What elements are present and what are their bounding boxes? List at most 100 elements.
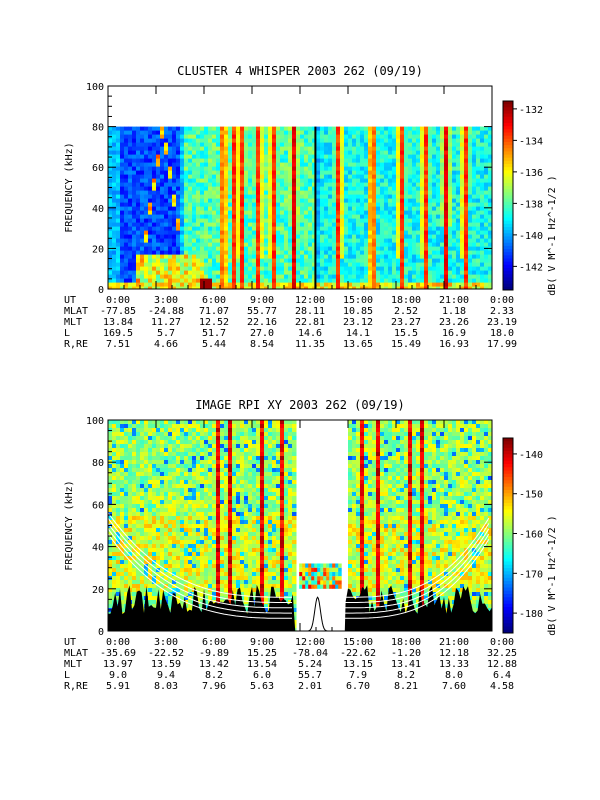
ephemeris-value: 23.26: [439, 317, 469, 328]
ephemeris-value: 18:00: [391, 637, 421, 648]
ephemeris-value: 8.2: [397, 670, 415, 681]
ephemeris-value: 13.42: [199, 659, 229, 670]
colorbar-tick-label: -142: [519, 262, 543, 273]
ephemeris-table: UT 0:00 3:00 6:00 9:00 12:00 15:00 18:00 21:00 0:…: [64, 295, 517, 350]
ephemeris-value: 12:00: [295, 295, 325, 306]
fieldline-right: [344, 533, 490, 614]
ephemeris-value: 0:00: [106, 295, 130, 306]
ephemeris-value: 3:00: [154, 295, 178, 306]
ephemeris-value: 15:00: [343, 637, 373, 648]
ephemeris-value: 8.21: [394, 681, 418, 692]
y-tick-label: 0: [98, 285, 104, 296]
colorbar-tick-label: -160: [519, 530, 543, 541]
ephemeris-value: 13.54: [247, 659, 277, 670]
colorbar-frame: [502, 437, 514, 634]
colorbar-tick-label: -140: [519, 231, 543, 242]
ephemeris-value: 12.52: [199, 317, 229, 328]
ephemeris-row-label: MLT: [64, 659, 82, 670]
colorbar-tick-label: -150: [519, 490, 543, 501]
ephemeris-value: -78.04: [292, 648, 328, 659]
ephemeris-value: 7.9: [349, 670, 367, 681]
ephemeris-value: 32.25: [487, 648, 517, 659]
y-tick-label: 80: [92, 123, 104, 134]
y-tick-label: 100: [86, 82, 104, 93]
ephemeris-row-label: R,RE: [64, 339, 88, 350]
fieldline-left: [108, 523, 292, 609]
colorbar-tick-label: -138: [519, 199, 543, 210]
colorbar-tick-label: -136: [519, 168, 543, 179]
ephemeris-value: 18:00: [391, 295, 421, 306]
ephemeris-value: 21:00: [439, 637, 469, 648]
ephemeris-value: 27.0: [250, 328, 274, 339]
y-tick-label: 40: [92, 543, 104, 554]
ephemeris-value: 13.15: [343, 659, 373, 670]
chart-title: CLUSTER 4 WHISPER 2003 262 (09/19): [177, 64, 423, 78]
ephemeris-value: 23.12: [343, 317, 373, 328]
y-axis-label: FREQUENCY (kHz): [64, 142, 75, 232]
fieldline-left: [108, 512, 292, 598]
ephemeris-value: 6:00: [202, 295, 226, 306]
ephemeris-row-label: R,RE: [64, 681, 88, 692]
ephemeris-value: 13.65: [343, 339, 373, 350]
ephemeris-value: 16.9: [442, 328, 466, 339]
ephemeris-value: -24.88: [148, 306, 184, 317]
ephemeris-row-label: L: [64, 670, 70, 681]
ephemeris-value: 5.63: [250, 681, 274, 692]
colorbar: -140 -150 -160 -170 -180 dB( V M^-1 Hz^-1/2 ): [502, 437, 558, 636]
ephemeris-value: 5.91: [106, 681, 130, 692]
density-peak: [303, 596, 335, 631]
ephemeris-row-label: MLAT: [64, 306, 88, 317]
colorbar-tick-label: -134: [519, 136, 543, 147]
ephemeris-value: 12.18: [439, 648, 469, 659]
colorbar: -132 -134 -136 -138 -140 -142 dB( V M^-1 Hz^-1…: [502, 100, 558, 296]
y-tick-label: 100: [86, 416, 104, 427]
ephemeris-value: 8.0: [445, 670, 463, 681]
ephemeris-value: 15.5: [394, 328, 418, 339]
ephemeris-value: 14.6: [298, 328, 322, 339]
ephemeris-value: 18.0: [490, 328, 514, 339]
ephemeris-value: 28.11: [295, 306, 325, 317]
ephemeris-table: UT 0:00 3:00 6:00 9:00 12:00 15:00 18:00 21:00 0:…: [64, 637, 517, 692]
y-tick-label: 20: [92, 244, 104, 255]
fieldline-left: [108, 517, 292, 603]
ephemeris-value: 17.99: [487, 339, 517, 350]
y-tick-label: 40: [92, 204, 104, 215]
ephemeris-value: 23.19: [487, 317, 517, 328]
ephemeris-value: -35.69: [100, 648, 136, 659]
ephemeris-value: 11.27: [151, 317, 181, 328]
y-tick-label: 0: [98, 627, 104, 638]
ephemeris-value: 3:00: [154, 637, 178, 648]
spectrogram: [108, 126, 492, 289]
ephemeris-value: 11.35: [295, 339, 325, 350]
ephemeris-value: 4.58: [490, 681, 514, 692]
ephemeris-value: 5.24: [298, 659, 322, 670]
ephemeris-value: 0:00: [490, 637, 514, 648]
colorbar-label: dB( V M^-1 Hz^-1/2 ): [547, 175, 558, 295]
colorbar-tick-label: -140: [519, 450, 543, 461]
fieldline-right: [344, 517, 490, 598]
ephemeris-value: 16.93: [439, 339, 469, 350]
y-tick-label: 60: [92, 500, 104, 511]
ephemeris-value: 51.7: [202, 328, 226, 339]
ephemeris-value: 6.0: [253, 670, 271, 681]
ephemeris-value: 2.52: [394, 306, 418, 317]
fieldline-right: [344, 523, 490, 603]
ephemeris-row-label: L: [64, 328, 70, 339]
ephemeris-value: 71.07: [199, 306, 229, 317]
colorbar-tick-label: -132: [519, 105, 543, 116]
ephemeris-value: 9.0: [109, 670, 127, 681]
ephemeris-value: 169.5: [103, 328, 133, 339]
ephemeris-value: 8.03: [154, 681, 178, 692]
y-tick-label: 20: [92, 585, 104, 596]
ephemeris-value: 13.59: [151, 659, 181, 670]
ephemeris-value: 12.88: [487, 659, 517, 670]
fieldline-right: [344, 539, 490, 619]
panel-2: IMAGE RPI XY 2003 262 (09/19) 0 20 40 60 80 10…: [64, 398, 558, 692]
ephemeris-value: 9.4: [157, 670, 175, 681]
ephemeris-value: 5.44: [202, 339, 226, 350]
ephemeris-value: 6.4: [493, 670, 511, 681]
chart-title: IMAGE RPI XY 2003 262 (09/19): [195, 398, 405, 412]
ephemeris-row-label: UT: [64, 295, 76, 306]
ephemeris-value: 7.96: [202, 681, 226, 692]
ephemeris-value: 13.84: [103, 317, 133, 328]
